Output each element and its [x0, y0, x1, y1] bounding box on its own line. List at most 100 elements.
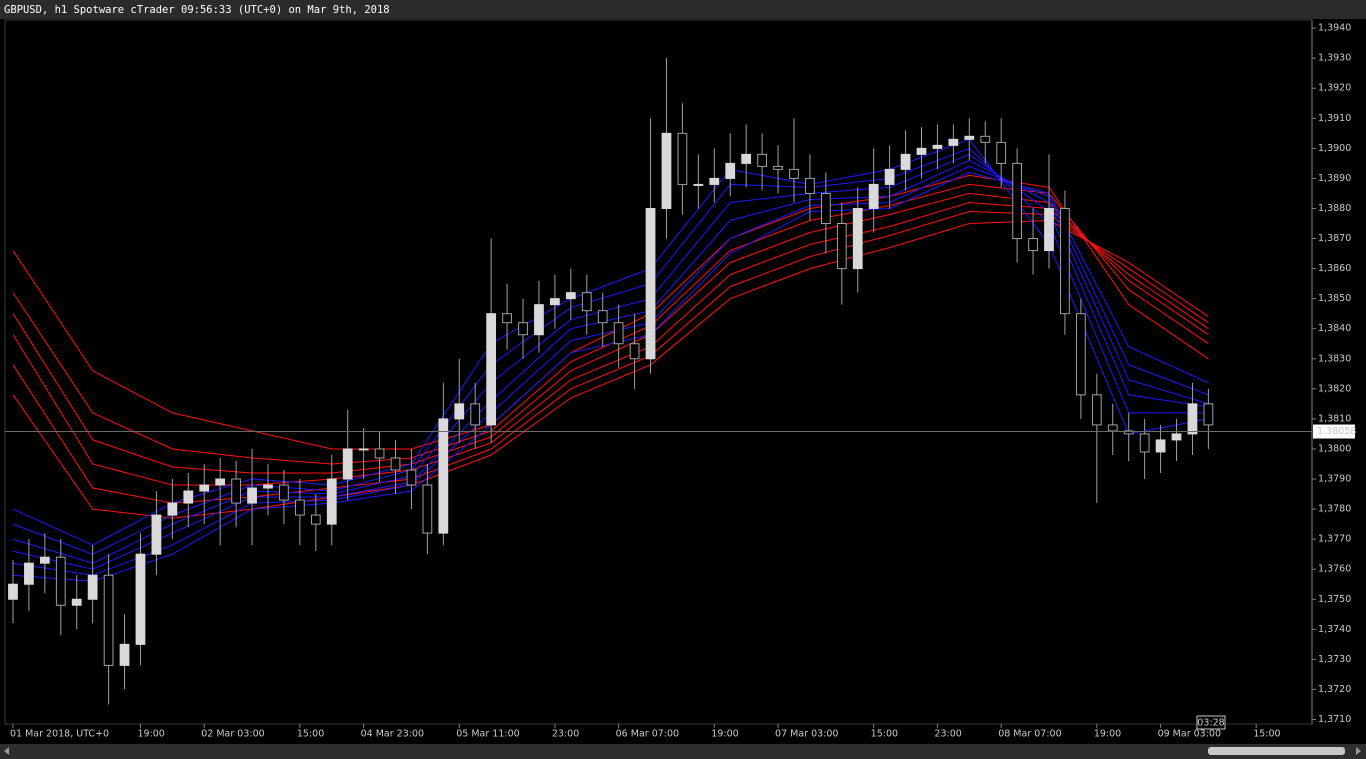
candle-body — [263, 484, 273, 489]
y-tick-label: 1,3900 — [1318, 143, 1351, 154]
candle-body — [1203, 403, 1214, 426]
candle-body — [294, 499, 305, 516]
candle-body — [884, 168, 895, 185]
candle-body — [71, 598, 82, 606]
y-tick-label: 1,3940 — [1318, 23, 1351, 34]
candle-body — [358, 448, 369, 451]
candle-body — [279, 484, 289, 501]
candle-body — [406, 469, 417, 486]
candle-body — [852, 207, 863, 270]
x-tick-label: 06 Mar 07:00 — [616, 729, 679, 740]
scrollbar[interactable] — [0, 744, 1366, 759]
candle-body — [725, 162, 736, 179]
x-tick-label: 15:00 — [871, 729, 898, 740]
candle-body — [8, 583, 18, 600]
candle-body — [167, 502, 178, 516]
current-price-label: 1.38058 — [1317, 426, 1356, 437]
x-tick-label: 23:00 — [552, 729, 579, 740]
candle-body — [1107, 424, 1118, 432]
title-bar — [0, 0, 1366, 19]
candle-body — [1028, 238, 1038, 252]
candle-body — [581, 292, 592, 312]
ma-line — [12, 219, 1209, 519]
candle-body — [597, 310, 608, 324]
scrollbar-thumb[interactable] — [1208, 747, 1345, 755]
candle-body — [1060, 207, 1070, 315]
x-tick-label: 09 Mar 03:00 — [1158, 729, 1221, 740]
candle-body — [518, 322, 528, 336]
candle-body — [151, 514, 162, 555]
candle-body — [390, 457, 401, 471]
candle-body — [550, 298, 560, 306]
candle-body — [916, 147, 927, 155]
candle-body — [231, 478, 241, 504]
candle-body — [247, 487, 257, 504]
y-tick-label: 1,3880 — [1318, 203, 1351, 214]
ma-line — [12, 192, 1209, 474]
candle-body — [629, 343, 640, 360]
candle-body — [374, 448, 385, 459]
y-tick-label: 1,3910 — [1318, 113, 1351, 124]
candle-body — [948, 138, 959, 146]
candle-body — [534, 304, 544, 336]
y-tick-label: 1,3840 — [1318, 323, 1351, 334]
y-tick-label: 1,3790 — [1318, 474, 1351, 485]
y-tick-label: 1,3850 — [1318, 293, 1351, 304]
chart-title: GBPUSD, h1 Spotware cTrader 09:56:33 (UT… — [4, 4, 390, 16]
candle-body — [645, 207, 656, 360]
candle-body — [470, 403, 481, 426]
bar-timer: 03:28 — [1197, 718, 1224, 729]
candle-body — [183, 490, 194, 504]
candle-body — [693, 183, 704, 186]
candle-body — [900, 153, 911, 170]
chart-background — [0, 19, 1366, 759]
y-tick-label: 1,3870 — [1318, 233, 1351, 244]
candle-body — [1187, 403, 1198, 435]
candle-body — [757, 153, 767, 167]
candle-body — [836, 223, 847, 270]
x-tick-label: 01 Mar 2018, UTC+0 — [10, 729, 109, 740]
candle-body — [326, 478, 337, 525]
ma-line — [12, 171, 1209, 582]
candle-body — [1076, 313, 1086, 396]
candle-body — [996, 141, 1007, 164]
candle-body — [310, 514, 321, 525]
candle-body — [1171, 433, 1182, 441]
plot: 1,3940 1,3930 1,3920 1,3910 1,3900 1,3890 1,38… — [5, 23, 1351, 740]
y-tick-label: 1,3810 — [1318, 413, 1351, 424]
ma-line — [12, 201, 1209, 486]
candle-body — [486, 313, 497, 426]
y-tick-label: 1,3890 — [1318, 173, 1351, 184]
candle-body — [709, 177, 720, 185]
x-tick-label: 15:00 — [297, 729, 324, 740]
candle-body — [103, 574, 114, 666]
candle-body — [342, 448, 353, 480]
candle-body — [805, 177, 815, 194]
y-tick-label: 1,3740 — [1318, 624, 1351, 635]
bar-timer-box — [1196, 715, 1226, 730]
candle-body — [964, 135, 975, 140]
candle-body — [422, 484, 433, 534]
candle-body — [1139, 433, 1150, 453]
candle-body — [1123, 430, 1134, 435]
candle-body — [661, 132, 672, 209]
x-tick-label: 02 Mar 03:00 — [201, 729, 264, 740]
x-tick-label: 19:00 — [1094, 729, 1121, 740]
x-tick-label: 07 Mar 03:00 — [775, 729, 838, 740]
y-tick-label: 1,3800 — [1318, 443, 1351, 454]
x-tick-label: 19:00 — [137, 729, 164, 740]
ma-line — [12, 147, 1209, 555]
x-tick-label: 23:00 — [934, 729, 961, 740]
candle-body — [454, 403, 465, 420]
candle-body — [87, 574, 98, 600]
candle-body — [1091, 394, 1102, 426]
x-tick-label: 08 Mar 07:00 — [998, 729, 1061, 740]
current-price-box — [1313, 424, 1355, 439]
candle-body — [199, 484, 210, 492]
ma-line — [12, 138, 1209, 546]
y-tick-label: 1,3860 — [1318, 263, 1351, 274]
x-tick-label: 04 Mar 23:00 — [361, 729, 424, 740]
y-tick-label: 1,3750 — [1318, 594, 1351, 605]
candle-body — [820, 192, 831, 225]
